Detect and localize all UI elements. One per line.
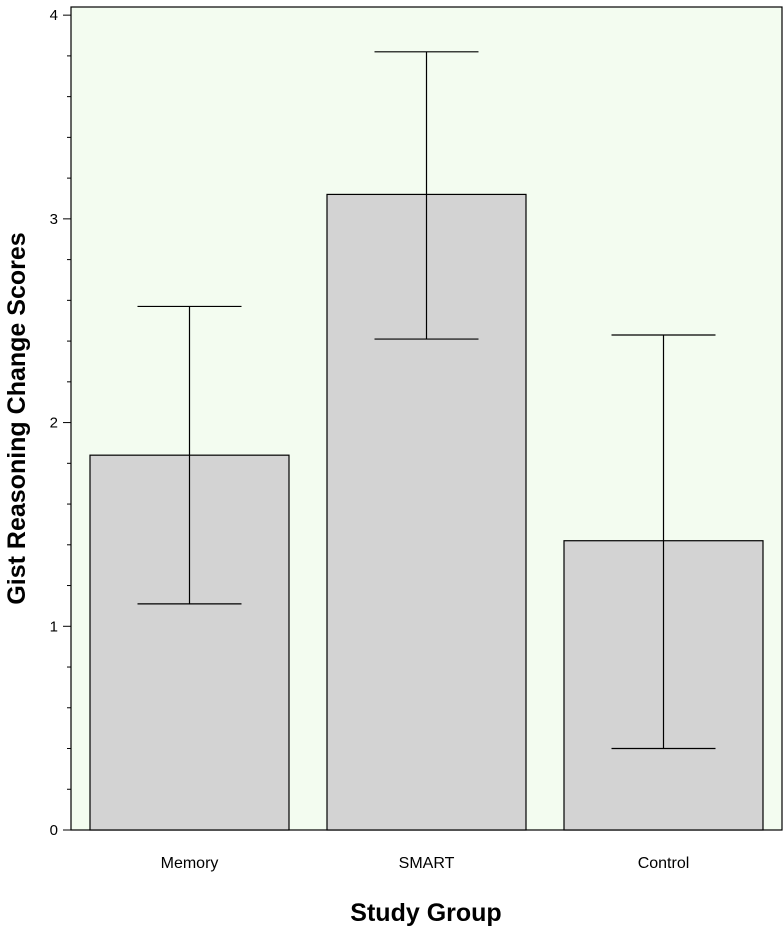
- x-tick-label-memory: Memory: [161, 855, 219, 872]
- y-tick-label: 0: [50, 822, 58, 839]
- y-axis-title: Gist Reasoning Change Scores: [3, 232, 31, 604]
- x-axis: Memory SMART Control: [161, 855, 690, 872]
- y-tick-label: 3: [50, 211, 58, 228]
- x-tick-label-smart: SMART: [399, 855, 455, 872]
- x-tick-label-control: Control: [638, 855, 690, 872]
- x-axis-title: Study Group: [350, 899, 501, 927]
- y-tick-label: 1: [50, 618, 58, 635]
- y-tick-label: 2: [50, 415, 58, 432]
- y-axis: 0 1 2 3 4: [50, 7, 71, 839]
- error-bars-group: [137, 51, 716, 750]
- y-tick-label: 4: [50, 7, 58, 24]
